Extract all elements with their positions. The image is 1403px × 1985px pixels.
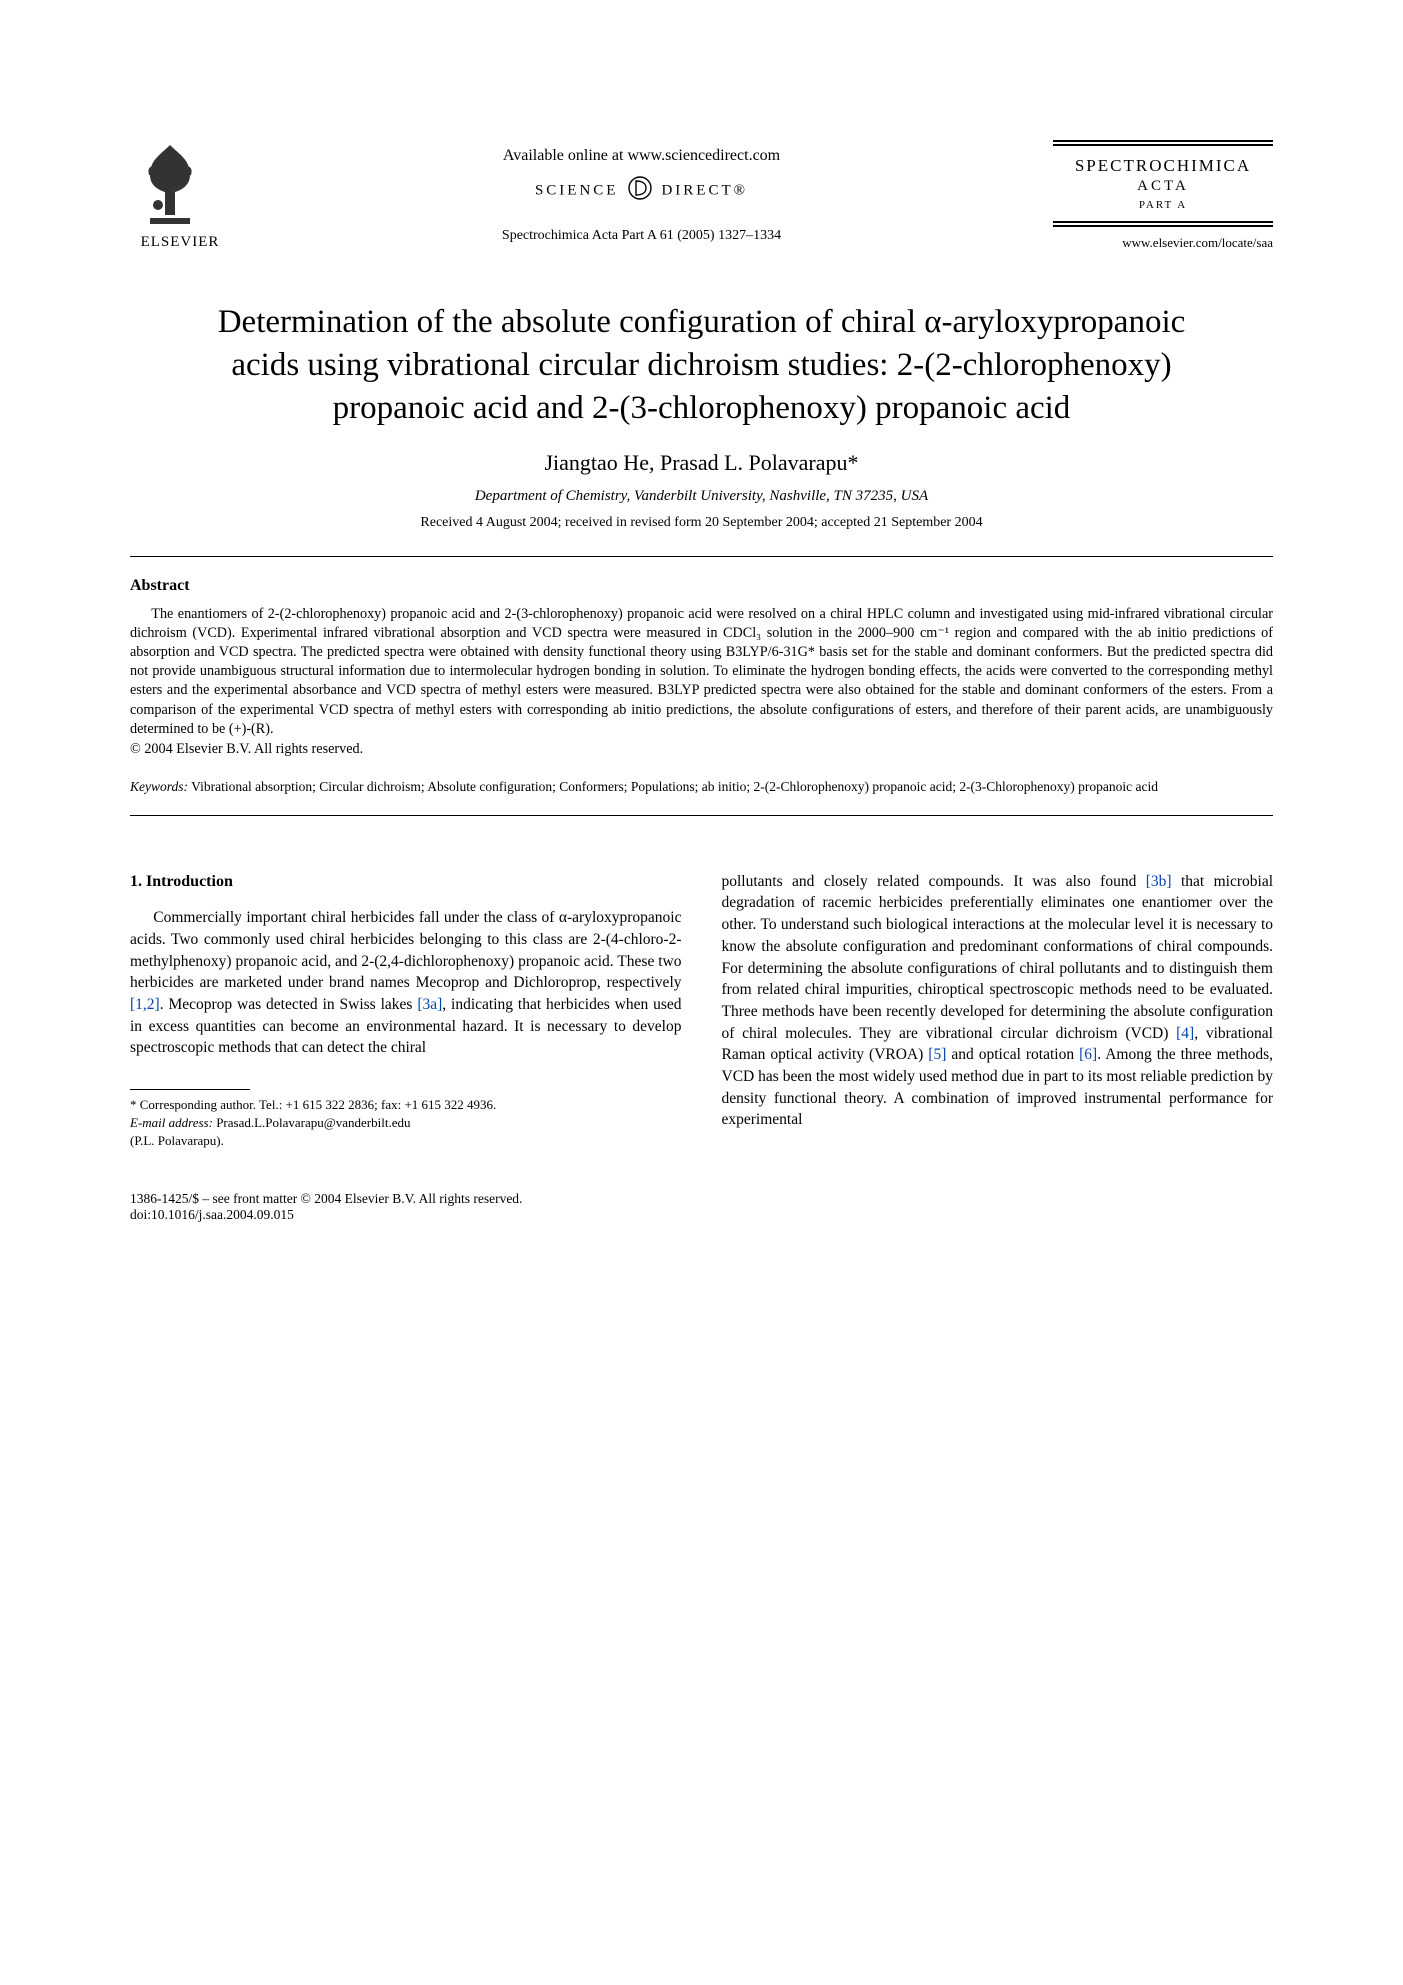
journal-url: www.elsevier.com/locate/saa — [1053, 235, 1273, 251]
body-columns: 1. Introduction Commercially important c… — [130, 871, 1273, 1151]
authors: Jiangtao He, Prasad L. Polavarapu* — [130, 450, 1273, 476]
column-right: pollutants and closely related compounds… — [722, 871, 1274, 1151]
keywords: Keywords: Vibrational absorption; Circul… — [130, 778, 1273, 797]
text-fragment: Commercially important chiral herbicides… — [130, 909, 682, 991]
journal-reference: Spectrochimica Acta Part A 61 (2005) 132… — [230, 228, 1053, 244]
intro-para-left: Commercially important chiral herbicides… — [130, 907, 682, 1059]
journal-name: SPECTROCHIMICA — [1053, 156, 1273, 176]
text-fragment: . Mecoprop was detected in Swiss lakes — [160, 996, 418, 1013]
journal-subname: ACTA — [1053, 178, 1273, 195]
corresponding-author-footnote: * Corresponding author. Tel.: +1 615 322… — [130, 1096, 682, 1151]
intro-para-right: pollutants and closely related compounds… — [722, 871, 1274, 1131]
ref-link-5[interactable]: [5] — [928, 1046, 946, 1063]
article-title: Determination of the absolute configurat… — [210, 301, 1193, 430]
header-row: ELSEVIER Available online at www.science… — [130, 140, 1273, 251]
ref-link-1-2[interactable]: [1,2] — [130, 996, 160, 1013]
abstract-heading: Abstract — [130, 577, 1273, 595]
footnote-email: Prasad.L.Polavarapu@vanderbilt.edu — [216, 1115, 410, 1130]
footnote-rule — [130, 1089, 250, 1090]
sciencedirect-logo: SCIENCE DIRECT® — [230, 175, 1053, 206]
available-online-text: Available online at www.sciencedirect.co… — [230, 147, 1053, 165]
center-header: Available online at www.sciencedirect.co… — [230, 147, 1053, 244]
abstract-body: The enantiomers of 2-(2-chlorophenoxy) p… — [130, 605, 1273, 739]
column-left: 1. Introduction Commercially important c… — [130, 871, 682, 1151]
text-fragment: that microbial degradation of racemic he… — [722, 873, 1274, 1042]
footer-copyright: 1386-1425/$ – see front matter © 2004 El… — [130, 1191, 1273, 1207]
journal-box: SPECTROCHIMICA ACTA PART A www.elsevier.… — [1053, 140, 1273, 251]
intro-heading: 1. Introduction — [130, 871, 682, 893]
journal-part: PART A — [1053, 199, 1273, 211]
footnote-email-line: E-mail address: Prasad.L.Polavarapu@vand… — [130, 1114, 682, 1132]
affiliation: Department of Chemistry, Vanderbilt Univ… — [130, 488, 1273, 505]
text-fragment: pollutants and closely related compounds… — [722, 873, 1146, 890]
ref-link-4[interactable]: [4] — [1176, 1025, 1194, 1042]
text-fragment: and optical rotation — [946, 1046, 1079, 1063]
keywords-text: Vibrational absorption; Circular dichroi… — [191, 779, 1158, 794]
ref-link-3b[interactable]: [3b] — [1146, 873, 1172, 890]
rule-top — [130, 556, 1273, 557]
footnote-corr: * Corresponding author. Tel.: +1 615 322… — [130, 1096, 682, 1114]
footnote-email-label: E-mail address: — [130, 1115, 213, 1130]
ref-link-3a[interactable]: [3a] — [417, 996, 442, 1013]
elsevier-label: ELSEVIER — [130, 234, 230, 251]
elsevier-tree-icon — [130, 140, 210, 230]
footnote-name: (P.L. Polavarapu). — [130, 1132, 682, 1150]
elsevier-logo: ELSEVIER — [130, 140, 230, 251]
ref-link-6[interactable]: [6] — [1079, 1046, 1097, 1063]
abstract-copyright: © 2004 Elsevier B.V. All rights reserved… — [130, 741, 1273, 758]
rule-bottom — [130, 815, 1273, 816]
footer: 1386-1425/$ – see front matter © 2004 El… — [130, 1191, 1273, 1223]
article-dates: Received 4 August 2004; received in revi… — [130, 515, 1273, 531]
sciencedirect-d-icon — [627, 175, 653, 201]
footer-doi: doi:10.1016/j.saa.2004.09.015 — [130, 1207, 1273, 1223]
keywords-label: Keywords: — [130, 779, 188, 794]
